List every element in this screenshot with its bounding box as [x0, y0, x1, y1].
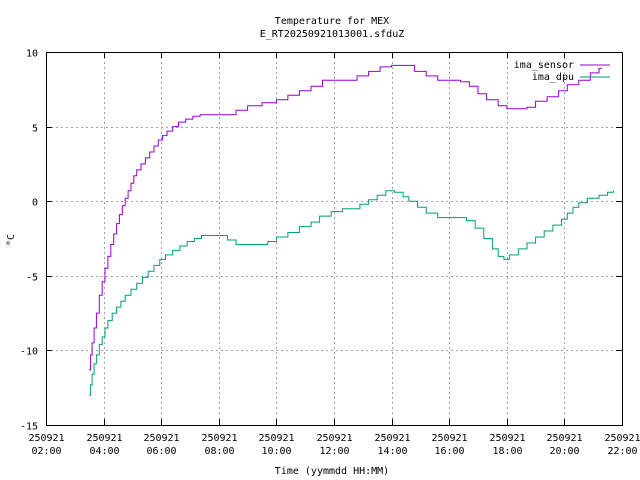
x-tick-time-label: 06:00: [146, 446, 176, 457]
y-tick-label: 0: [32, 198, 38, 209]
y-tick-label: 10: [26, 49, 38, 60]
x-axis-label: Time (yymmdd HH:MM): [275, 466, 389, 477]
y-tick-label: -5: [26, 273, 38, 284]
x-tick-time-label: 18:00: [492, 446, 522, 457]
chart-subtitle: E_RT20250921013001.sfduZ: [260, 29, 405, 40]
x-tick-date-label: 250921: [201, 433, 237, 444]
axis-ticks: 1050-5-10-1525092102:0025092104:00250921…: [20, 49, 640, 458]
x-tick-time-label: 04:00: [89, 446, 119, 457]
x-tick-time-label: 16:00: [434, 446, 464, 457]
x-tick-time-label: 14:00: [377, 446, 407, 457]
y-tick-label: 5: [32, 124, 38, 135]
plot-frame: [46, 52, 623, 426]
x-tick-time-label: 20:00: [549, 446, 579, 457]
x-tick-date-label: 250921: [316, 433, 352, 444]
x-tick-date-label: 250921: [546, 433, 582, 444]
x-tick-date-label: 250921: [28, 433, 64, 444]
x-tick-time-label: 08:00: [204, 446, 234, 457]
x-tick-time-label: 02:00: [31, 446, 61, 457]
y-tick-label: -15: [20, 422, 38, 433]
y-axis-label: °C: [6, 234, 17, 246]
x-tick-date-label: 250921: [258, 433, 294, 444]
x-tick-time-label: 12:00: [319, 446, 349, 457]
legend-label-ima-sensor: ima_sensor: [514, 60, 574, 71]
series-lines: [89, 64, 614, 396]
x-tick-time-label: 10:00: [261, 446, 291, 457]
legend-label-ima-dpu: ima_dpu: [532, 72, 574, 83]
x-tick-date-label: 250921: [86, 433, 122, 444]
x-tick-date-label: 250921: [489, 433, 525, 444]
series-line-ima-dpu: [89, 190, 614, 396]
x-tick-date-label: 250921: [604, 433, 640, 444]
series-line-ima-sensor: [89, 64, 602, 371]
y-tick-label: -10: [20, 347, 38, 358]
chart-title: Temperature for MEX: [275, 16, 389, 27]
x-tick-date-label: 250921: [431, 433, 467, 444]
x-tick-time-label: 22:00: [607, 446, 637, 457]
x-tick-date-label: 250921: [143, 433, 179, 444]
x-tick-date-label: 250921: [374, 433, 410, 444]
grid: [46, 52, 622, 425]
